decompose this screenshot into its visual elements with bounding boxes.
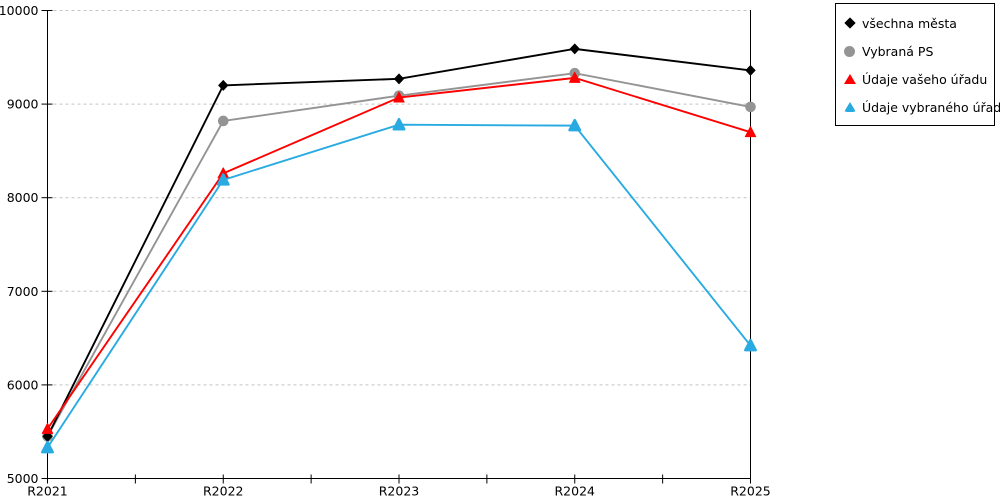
data-point-marker bbox=[393, 91, 405, 103]
data-point-marker bbox=[41, 422, 54, 434]
legend-label: všechna města bbox=[862, 15, 957, 31]
legend-item-vybrana-ps: Vybraná PS bbox=[836, 37, 994, 65]
legend-item-udaje-vaseho-uradu: Údaje vašeho úřadu bbox=[836, 65, 994, 93]
y-tick-label: 9000 bbox=[7, 97, 39, 112]
data-point-marker bbox=[392, 117, 406, 131]
series-0 bbox=[42, 43, 756, 442]
data-point-marker bbox=[745, 64, 756, 76]
y-tick-label: 7000 bbox=[7, 284, 39, 299]
data-point-marker bbox=[218, 79, 229, 91]
data-point-marker bbox=[217, 115, 229, 127]
legend-item-udaje-vybraneho-uradu: Údaje vybraného úřadu bbox=[836, 93, 1000, 121]
x-tick-label: R2023 bbox=[379, 484, 420, 499]
legend-item-vsechna-mesta: všechna města bbox=[836, 9, 994, 37]
series-2 bbox=[41, 71, 757, 434]
data-point-marker bbox=[744, 126, 757, 138]
triangle-marker-icon bbox=[843, 73, 856, 86]
diamond-marker-icon bbox=[843, 17, 856, 30]
x-tick-label: R2025 bbox=[730, 484, 771, 499]
data-point-marker bbox=[216, 173, 230, 186]
legend: všechna města Vybraná PS Údaje vašeho úř… bbox=[835, 3, 1000, 126]
legend-label: Vybraná PS bbox=[862, 43, 934, 59]
series-line bbox=[46, 76, 751, 430]
triangle-marker-icon bbox=[843, 101, 856, 114]
series-line bbox=[46, 47, 751, 437]
circle-marker-icon bbox=[843, 45, 856, 58]
series-3 bbox=[41, 117, 757, 454]
series-line bbox=[46, 123, 752, 449]
data-point-marker bbox=[745, 101, 756, 113]
y-tick-label: 10000 bbox=[0, 3, 39, 18]
data-point-marker bbox=[41, 440, 54, 454]
data-point-marker bbox=[569, 71, 581, 83]
legend-label: Údaje vašeho úřadu bbox=[862, 71, 988, 87]
data-point-marker bbox=[744, 338, 757, 352]
y-tick-label: 8000 bbox=[7, 190, 39, 205]
x-tick-label: R2024 bbox=[555, 484, 596, 499]
legend-label: Údaje vybraného úřadu bbox=[862, 99, 1000, 115]
data-point-marker bbox=[569, 43, 580, 55]
y-tick-label: 5000 bbox=[7, 471, 39, 486]
data-point-marker bbox=[393, 73, 405, 85]
x-tick-label: R2021 bbox=[27, 484, 68, 499]
y-tick-label: 6000 bbox=[7, 377, 39, 392]
data-point-marker bbox=[568, 118, 582, 132]
x-tick-label: R2022 bbox=[203, 484, 244, 499]
